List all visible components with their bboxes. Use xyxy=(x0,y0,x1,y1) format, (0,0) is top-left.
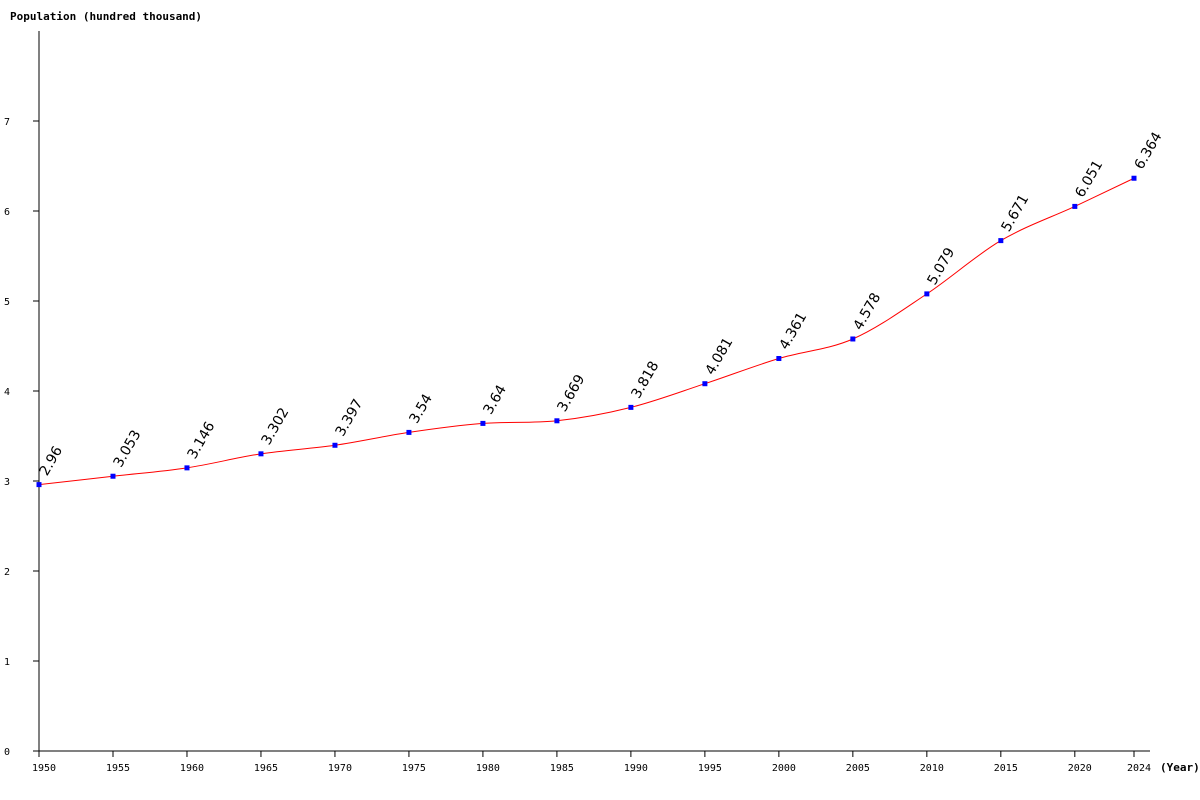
x-tick-label: 1965 xyxy=(254,763,278,774)
data-label: 3.64 xyxy=(481,382,510,417)
x-tick-label: 1995 xyxy=(698,763,722,774)
x-tick-label: 1990 xyxy=(624,763,648,774)
data-point-marker xyxy=(110,473,116,479)
data-label: 6.364 xyxy=(1132,129,1166,172)
data-point-marker xyxy=(406,429,412,435)
y-tick-label: 3 xyxy=(4,477,10,488)
x-tick-label: 2020 xyxy=(1068,763,1092,774)
x-tick-label: 1955 xyxy=(106,763,130,774)
data-label: 3.818 xyxy=(628,359,662,402)
data-label: 4.361 xyxy=(776,310,810,353)
y-tick-label: 6 xyxy=(4,207,10,218)
data-point-marker xyxy=(850,336,856,342)
data-label: 5.079 xyxy=(924,245,958,288)
series-line xyxy=(38,177,1135,486)
data-point-marker xyxy=(36,482,42,488)
y-tick-label: 5 xyxy=(4,297,10,308)
x-tick-label: 2010 xyxy=(920,763,944,774)
series-line-layer xyxy=(38,177,1135,486)
y-tick-label: 4 xyxy=(4,387,10,398)
data-point-marker xyxy=(332,442,338,448)
data-label: 4.081 xyxy=(702,335,736,378)
data-label: 5.671 xyxy=(998,192,1032,235)
data-point-marker xyxy=(554,418,560,424)
x-tick-label: 2005 xyxy=(846,763,870,774)
y-tick-label: 1 xyxy=(4,657,10,668)
data-label: 3.146 xyxy=(185,419,219,462)
x-tick-label: 2000 xyxy=(772,763,796,774)
data-point-marker xyxy=(1072,203,1078,209)
data-point-marker xyxy=(258,451,264,457)
data-point-marker xyxy=(628,404,634,410)
y-tick-label: 2 xyxy=(4,567,10,578)
data-label: 4.578 xyxy=(850,290,884,333)
data-point-marker xyxy=(184,465,190,471)
x-tick-label: 1970 xyxy=(328,763,352,774)
x-axis-label: (Year) xyxy=(1160,761,1200,774)
data-label: 3.54 xyxy=(407,391,436,426)
data-label: 2.96 xyxy=(37,444,66,479)
x-tick-label: 1950 xyxy=(32,763,56,774)
data-point-marker xyxy=(998,238,1004,244)
y-tick-label: 0 xyxy=(4,747,10,758)
data-point-marker xyxy=(924,291,930,297)
data-label: 3.053 xyxy=(111,428,145,471)
data-point-marker xyxy=(1131,175,1137,181)
series-marker-layer xyxy=(36,175,1137,488)
data-label: 3.397 xyxy=(333,397,367,440)
data-point-marker xyxy=(702,381,708,387)
data-point-marker xyxy=(480,420,486,426)
data-label: 3.669 xyxy=(555,372,589,415)
y-tick-label: 7 xyxy=(4,117,10,128)
data-point-marker xyxy=(776,356,782,362)
data-label-layer: 2.96 3.053 3.146 3.302 3.397 3.54 3.64 3.669 3.8… xyxy=(37,129,1166,478)
axes: 0 1 2 3 4 5 6 7 1950 1955 1960 1965 1970 1975 1980 1985… xyxy=(4,31,1151,774)
x-tick-label: 1960 xyxy=(180,763,204,774)
data-label: 3.302 xyxy=(259,405,293,448)
y-axis-label: Population (hundred thousand) xyxy=(10,10,202,23)
x-tick-label: 2024 xyxy=(1127,763,1151,774)
x-tick-label: 1975 xyxy=(402,763,426,774)
x-tick-label: 1980 xyxy=(476,763,500,774)
x-tick-label: 1985 xyxy=(550,763,574,774)
x-tick-label: 2015 xyxy=(994,763,1018,774)
